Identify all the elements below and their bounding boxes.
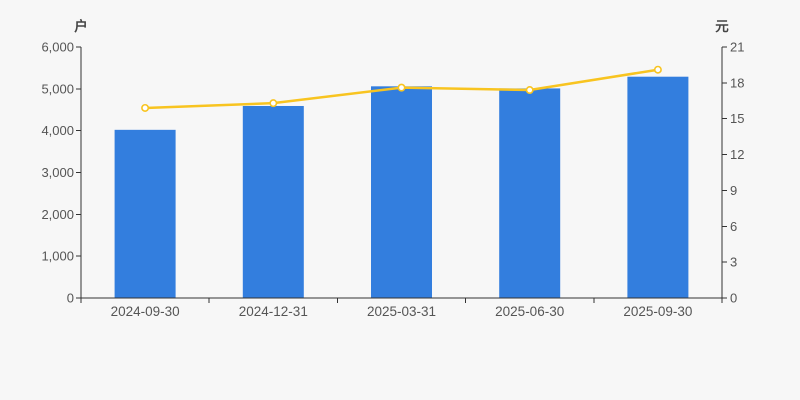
line-marker-2025-09-30[interactable]: [653, 65, 662, 74]
left-axis-tick-label: 5,000: [41, 81, 74, 96]
bar-2024-09-30[interactable]: [114, 129, 176, 298]
right-axis-tick-label: 3: [730, 255, 737, 270]
x-axis-category-label: 2024-12-31: [239, 304, 308, 319]
x-axis-category-label: 2024-09-30: [111, 304, 180, 319]
bar-2025-09-30[interactable]: [627, 76, 689, 299]
left-axis-tick-label: 2,000: [41, 207, 74, 222]
axes-group: [76, 46, 727, 303]
right-axis-tick-label: 0: [730, 291, 737, 306]
left-axis-tick-label: 4,000: [41, 123, 74, 138]
x-axis-category-label: 2025-06-30: [495, 304, 564, 319]
left-axis-tick-label: 1,000: [41, 249, 74, 264]
left-axis-tick-label: 0: [67, 291, 74, 306]
line-marker-2025-06-30[interactable]: [525, 86, 534, 95]
x-axis-category-label: 2025-03-31: [367, 304, 436, 319]
bar-2024-12-31[interactable]: [242, 105, 304, 298]
x-axis-category-label: 2025-09-30: [623, 304, 692, 319]
right-axis-tick-label: 6: [730, 219, 737, 234]
line-marker-2024-09-30[interactable]: [141, 103, 150, 112]
bars-group: [114, 76, 689, 299]
line-series-group: [141, 65, 662, 112]
right-axis-tick-label: 9: [730, 183, 737, 198]
right-axis-tick-label: 21: [730, 40, 744, 55]
right-axis-tick-label: 12: [730, 147, 744, 162]
axis-labels-group: 0 1,000 2,000 3,000 4,000 5,000 6,000 0 3 6 9 12 15 1…: [41, 18, 744, 319]
right-axis-tick-label: 18: [730, 75, 744, 90]
left-axis-name: 户: [74, 18, 88, 34]
line-marker-2025-03-31[interactable]: [397, 83, 406, 92]
bar-2025-03-31[interactable]: [371, 86, 432, 298]
left-axis-tick-label: 6,000: [41, 40, 74, 55]
line-marker-2024-12-31[interactable]: [269, 99, 278, 108]
left-axis-tick-label: 3,000: [41, 165, 74, 180]
right-axis-tick-label: 15: [730, 111, 744, 126]
right-axis-name: 元: [715, 19, 729, 34]
bar-2025-06-30[interactable]: [499, 88, 561, 298]
